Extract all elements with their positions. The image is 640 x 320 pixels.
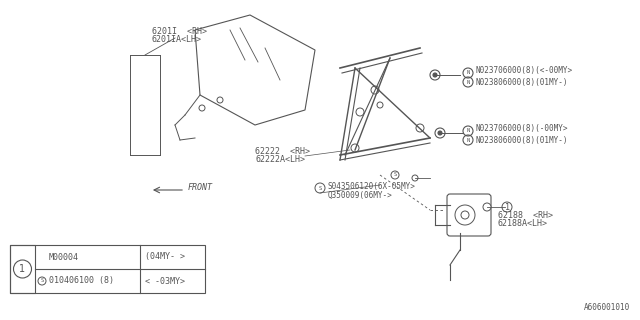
Text: 62188  <RH>: 62188 <RH> bbox=[498, 211, 553, 220]
Circle shape bbox=[438, 131, 442, 135]
Bar bbox=[10, 245, 205, 293]
Text: S: S bbox=[40, 278, 44, 284]
Bar bbox=[10, 245, 35, 293]
Text: 62188A<LH>: 62188A<LH> bbox=[498, 220, 548, 228]
Circle shape bbox=[461, 211, 469, 219]
Text: (04MY- >: (04MY- > bbox=[145, 252, 185, 261]
Text: 6201IA<LH>: 6201IA<LH> bbox=[152, 36, 202, 44]
Text: N023806000(8)(01MY-): N023806000(8)(01MY-) bbox=[476, 135, 568, 145]
Text: N: N bbox=[467, 79, 470, 84]
Circle shape bbox=[356, 108, 364, 116]
Circle shape bbox=[351, 144, 359, 152]
Text: N: N bbox=[467, 138, 470, 142]
Text: 1: 1 bbox=[504, 203, 509, 212]
Circle shape bbox=[371, 86, 379, 94]
Circle shape bbox=[416, 124, 424, 132]
Circle shape bbox=[433, 73, 437, 77]
Text: Q350009(06MY->: Q350009(06MY-> bbox=[328, 190, 393, 199]
Text: 62222  <RH>: 62222 <RH> bbox=[255, 148, 310, 156]
Text: A606001010: A606001010 bbox=[584, 303, 630, 312]
Text: 62222A<LH>: 62222A<LH> bbox=[255, 156, 305, 164]
Text: FRONT: FRONT bbox=[188, 183, 213, 193]
Text: N: N bbox=[467, 70, 470, 76]
Text: < -03MY>: < -03MY> bbox=[145, 276, 185, 285]
Text: N023706000(8)(<-00MY>: N023706000(8)(<-00MY> bbox=[476, 67, 573, 76]
Circle shape bbox=[199, 105, 205, 111]
Circle shape bbox=[435, 128, 445, 138]
Circle shape bbox=[483, 203, 491, 211]
Text: 010406100 (8): 010406100 (8) bbox=[49, 276, 114, 285]
Circle shape bbox=[430, 70, 440, 80]
Text: N023806000(8)(01MY-): N023806000(8)(01MY-) bbox=[476, 77, 568, 86]
Text: 1: 1 bbox=[19, 264, 26, 274]
Text: S: S bbox=[394, 172, 397, 178]
Text: S043506120(6X-05MY>: S043506120(6X-05MY> bbox=[328, 181, 416, 190]
Circle shape bbox=[455, 205, 475, 225]
Text: N023706000(8)(-00MY>: N023706000(8)(-00MY> bbox=[476, 124, 568, 133]
Text: 6201I  <RH>: 6201I <RH> bbox=[152, 28, 207, 36]
Text: M00004: M00004 bbox=[49, 252, 79, 261]
Text: N: N bbox=[467, 129, 470, 133]
Text: S: S bbox=[318, 186, 322, 190]
